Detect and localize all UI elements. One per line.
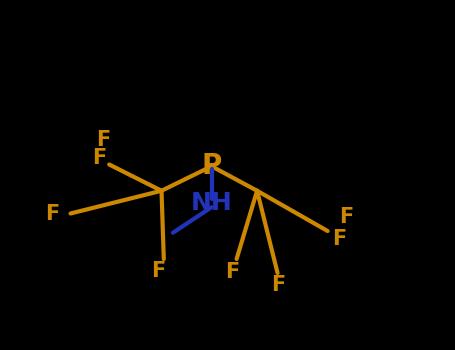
Text: F: F: [339, 207, 353, 227]
Text: NH: NH: [191, 191, 233, 215]
Text: F: F: [225, 262, 239, 282]
Text: F: F: [332, 229, 346, 249]
Text: F: F: [151, 261, 166, 281]
Text: F: F: [92, 148, 106, 168]
Text: F: F: [271, 275, 286, 295]
Text: F: F: [96, 130, 111, 150]
Text: P: P: [202, 152, 222, 180]
Text: F: F: [45, 203, 60, 224]
